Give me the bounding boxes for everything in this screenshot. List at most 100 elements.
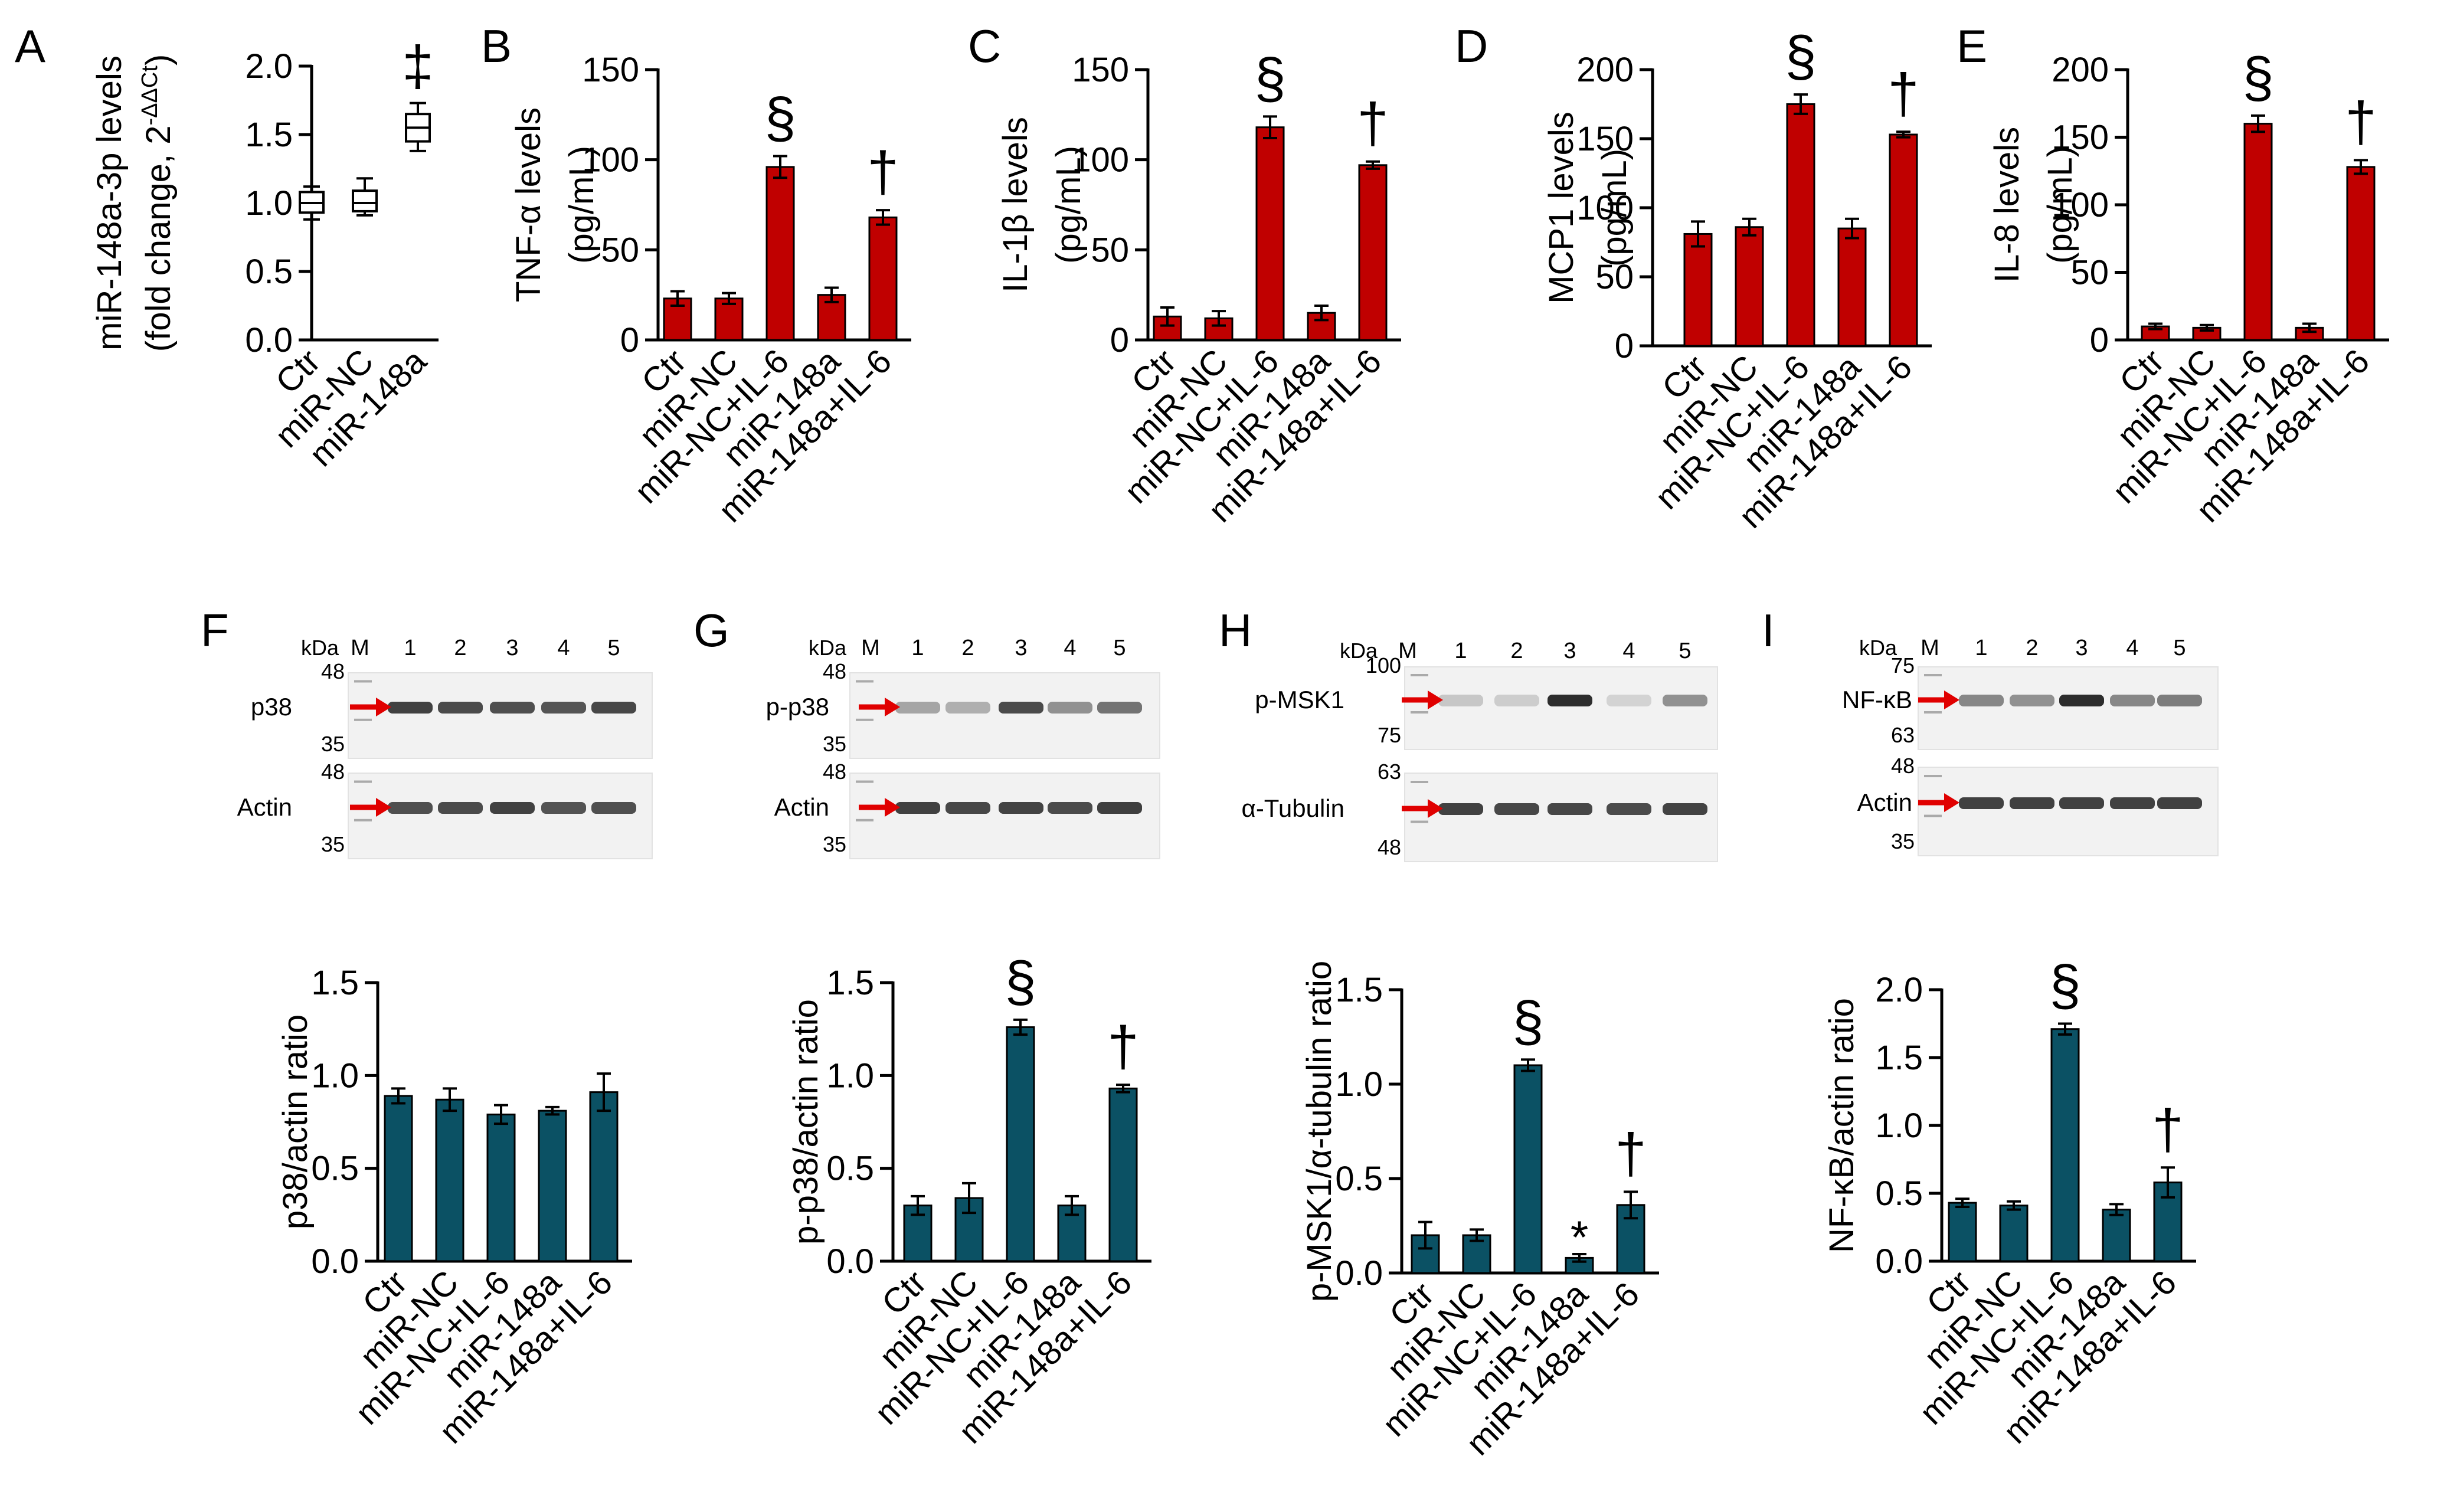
y-tick-label: 0.0 xyxy=(1335,1254,1383,1292)
y-tick-label: 200 xyxy=(1576,51,1634,89)
y-tick-label: 0.5 xyxy=(245,253,293,291)
blot-band xyxy=(541,702,586,714)
blot-membrane xyxy=(348,672,653,759)
significance-marker: ‡ xyxy=(402,35,433,98)
y-tick-label: 150 xyxy=(582,51,639,89)
blot-band xyxy=(2059,695,2104,706)
molecular-weight-marker: 35 xyxy=(321,732,345,756)
y-tick-label: 1.0 xyxy=(311,1056,359,1095)
protein-label: Actin xyxy=(774,793,829,821)
y-tick-label: 0.0 xyxy=(311,1242,359,1281)
y-axis-label: NF-κB/actin ratio xyxy=(1823,998,1861,1253)
blot-band xyxy=(1548,695,1592,706)
blot-membrane xyxy=(1918,666,2219,750)
molecular-weight-marker: 75 xyxy=(1378,723,1401,747)
blot-band xyxy=(999,702,1043,714)
panel-letter: H xyxy=(1219,604,1252,656)
significance-marker: § xyxy=(2049,954,2080,1017)
bar xyxy=(1255,126,1285,341)
y-tick-label: 150 xyxy=(1576,120,1634,158)
blot-band xyxy=(1048,802,1092,814)
y-axis-label: MCP1 levels xyxy=(1542,112,1581,304)
molecular-weight-marker: 48 xyxy=(823,760,846,784)
arrow-head xyxy=(1944,690,1959,709)
lane-number: 5 xyxy=(1679,639,1691,663)
y-label-part: (fold change, 2 xyxy=(139,126,178,352)
y-tick-label: 100 xyxy=(1576,189,1634,227)
arrow-head xyxy=(376,698,391,716)
protein-label: NF-κB xyxy=(1842,686,1912,714)
lane-number: 2 xyxy=(961,636,974,660)
lane-number: 5 xyxy=(1113,636,1126,660)
blot-f: kDa M 1 2 3 4 5 48 35 p38 48 35 Actin xyxy=(237,636,653,859)
blot-band xyxy=(591,702,636,714)
protein-label: α-Tubulin xyxy=(1242,794,1344,822)
molecular-weight-marker: 48 xyxy=(823,659,846,683)
lane-number: 3 xyxy=(1563,639,1576,663)
panel-letter: G xyxy=(693,604,729,656)
molecular-weight-marker: 63 xyxy=(1378,760,1401,784)
blot-band xyxy=(999,802,1043,814)
blot-band xyxy=(1048,702,1092,714)
significance-marker: † xyxy=(1107,1015,1138,1078)
bar xyxy=(765,166,795,341)
significance-marker: † xyxy=(1357,92,1388,155)
y-tick-label: 100 xyxy=(2052,186,2109,224)
y-axis-label-2: (pg/mL) xyxy=(1595,149,1634,267)
blot-band xyxy=(1097,802,1142,814)
blot-band xyxy=(1548,803,1592,815)
y-tick-label: 1.5 xyxy=(826,964,874,1002)
blot-band xyxy=(2110,797,2155,809)
y-tick-label: 1.0 xyxy=(826,1056,874,1095)
molecular-weight-marker: 48 xyxy=(1891,754,1915,778)
y-axis-label: miR-148a-3p levels xyxy=(90,55,129,351)
blot-band xyxy=(1607,803,1651,815)
lane-number: 4 xyxy=(2126,636,2138,660)
y-tick-label: 150 xyxy=(1072,51,1129,89)
lane-number: 3 xyxy=(1015,636,1027,660)
y-tick-label: 1.5 xyxy=(1335,971,1383,1009)
blot-band xyxy=(1097,702,1142,714)
blot-band xyxy=(895,702,940,714)
y-tick-label: 0.0 xyxy=(1875,1242,1923,1281)
significance-marker: § xyxy=(2242,46,2273,109)
y-tick-label: 50 xyxy=(1595,258,1634,296)
kda-label: kDa xyxy=(809,636,847,660)
panel-letter: C xyxy=(968,20,1001,72)
y-tick-label: 0.5 xyxy=(1335,1160,1383,1198)
y-label-superscript: -ΔΔCt xyxy=(138,66,162,126)
bar xyxy=(2243,123,2273,341)
y-axis-label: p-p38/actin ratio xyxy=(787,999,825,1245)
blot-band xyxy=(490,702,535,714)
significance-marker: § xyxy=(764,87,796,150)
blot-membrane xyxy=(1404,773,1718,862)
y-axis-label: p-MSK1/α-tubulin ratio xyxy=(1300,961,1339,1302)
bar xyxy=(1889,133,1918,347)
blot-band xyxy=(388,802,433,814)
molecular-weight-marker: 35 xyxy=(823,732,846,756)
y-tick-label: 0.0 xyxy=(245,321,293,359)
blot-band xyxy=(1494,803,1539,815)
y-axis-label-2: (pg/mL) xyxy=(562,146,601,264)
blot-band xyxy=(2110,695,2155,706)
molecular-weight-marker: 48 xyxy=(1378,835,1401,859)
significance-marker: † xyxy=(1615,1122,1646,1185)
blot-band xyxy=(1959,695,2004,706)
bar xyxy=(2050,1028,2080,1262)
blot-membrane xyxy=(348,773,653,859)
blot-band xyxy=(490,802,535,814)
significance-marker: † xyxy=(2152,1098,2183,1161)
lane-number: 2 xyxy=(1510,639,1523,663)
significance-marker: § xyxy=(1785,25,1816,88)
y-tick-label: 100 xyxy=(1072,141,1129,179)
y-tick-label: 50 xyxy=(601,231,639,269)
bar xyxy=(1999,1205,2029,1262)
lane-number: 2 xyxy=(454,636,466,660)
significance-marker: * xyxy=(1571,1211,1588,1263)
blot-membrane xyxy=(849,773,1160,859)
lane-number: 4 xyxy=(1064,636,1076,660)
blot-band xyxy=(541,802,586,814)
